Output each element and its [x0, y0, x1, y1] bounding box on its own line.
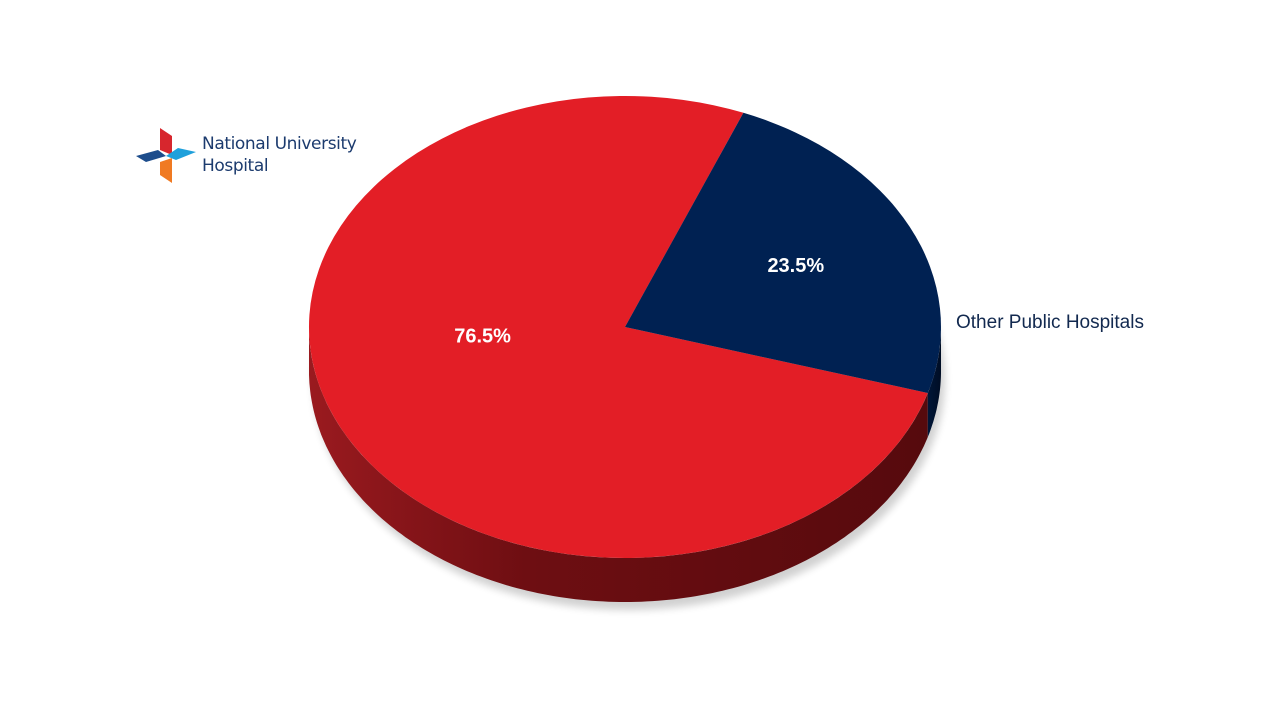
slice [625, 112, 941, 394]
logo-icon [136, 128, 196, 183]
slice [308, 95, 928, 558]
category-label: Other Public Hospitals [956, 312, 1144, 333]
slice-side [927, 327, 941, 437]
logo-label: National University Hospital [202, 134, 357, 176]
pie: 76.5% 23.5% Other Public Hospitals [308, 95, 1144, 610]
slice-side [309, 327, 928, 602]
value-label: 23.5% [767, 255, 824, 277]
value-label: 76.5% [454, 325, 511, 347]
